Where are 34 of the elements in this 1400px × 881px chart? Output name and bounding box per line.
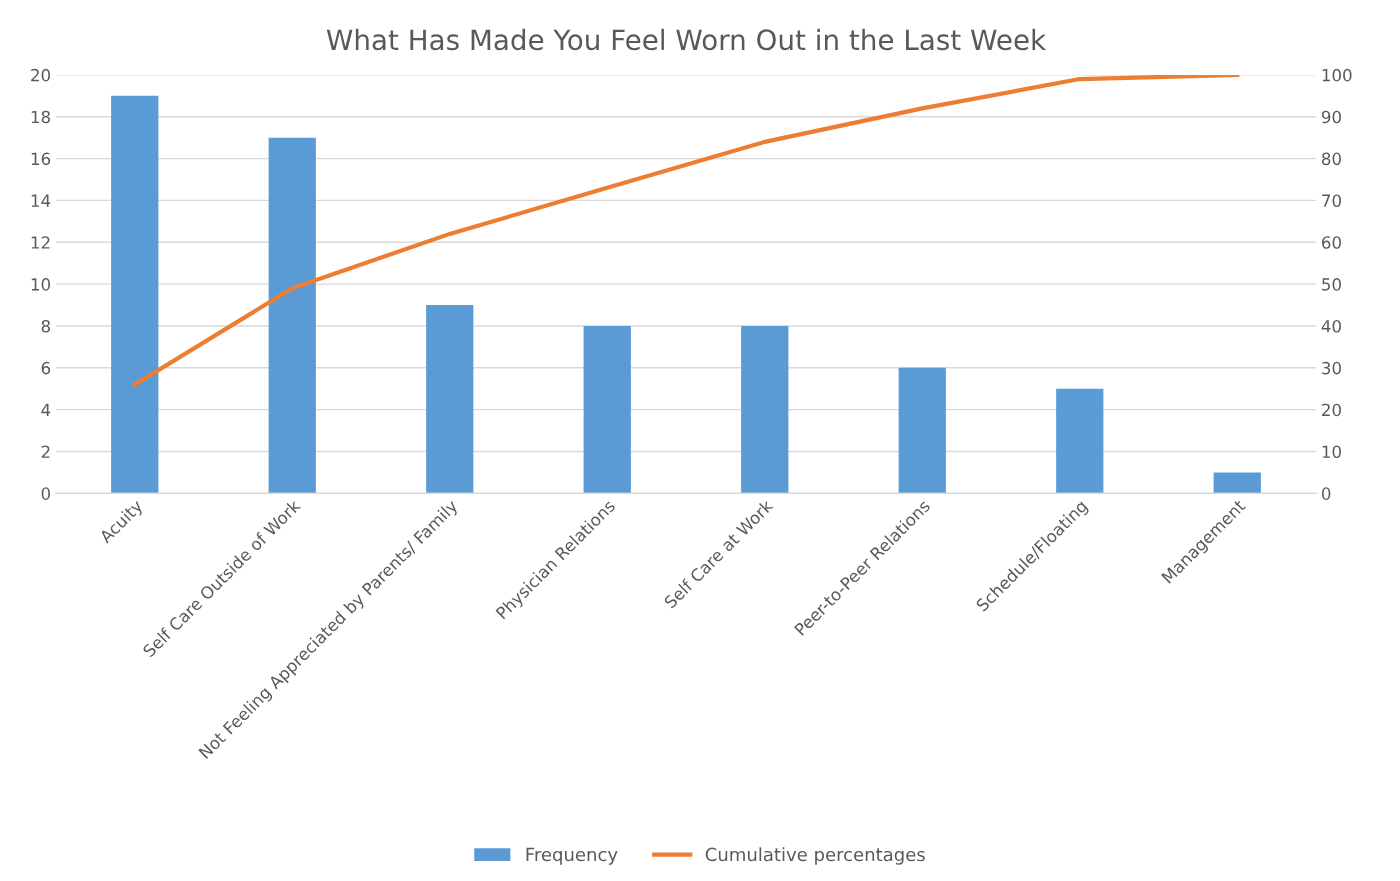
y-tick-label: 14 [31, 194, 51, 207]
bar [1056, 388, 1104, 494]
y-tick-label: 18 [31, 110, 50, 124]
y2-tick-label: 80 [1321, 152, 1341, 166]
y2-tick-label: 20 [1322, 403, 1341, 417]
y-tick-label: 0 [41, 487, 51, 500]
y-tick-label: 12 [31, 236, 50, 249]
bar [583, 325, 631, 494]
legend-label: Frequency [526, 847, 618, 865]
y-tick-label: 2 [41, 445, 50, 458]
y2-tick-label: 100 [1322, 68, 1352, 82]
y2-tick-label: 0 [1321, 487, 1331, 500]
bar [268, 137, 316, 494]
y-tick-label: 20 [31, 68, 51, 82]
y2-tick-label: 90 [1321, 110, 1341, 124]
y2-tick-label: 40 [1321, 319, 1341, 333]
y2-tick-label: 10 [1322, 445, 1341, 459]
legend-label: Cumulative percentages [705, 847, 925, 865]
y-tick-label: 8 [41, 319, 50, 333]
y-tick-label: 16 [31, 152, 51, 166]
y-tick-label: 4 [41, 403, 51, 416]
line-series [132, 74, 1240, 387]
bar [741, 325, 789, 494]
bar [898, 367, 946, 494]
y2-tick-label: 60 [1322, 236, 1341, 249]
bar [426, 305, 474, 494]
bar [1213, 472, 1261, 494]
y2-tick-label: 70 [1322, 194, 1341, 207]
bar [111, 95, 159, 494]
y-tick-label: 6 [41, 361, 51, 375]
chart-title: What Has Made You Feel Worn Out in the Last Week [326, 28, 1047, 51]
y2-tick-label: 30 [1322, 361, 1341, 375]
y-tick-label: 10 [31, 278, 51, 291]
y2-tick-label: 50 [1322, 278, 1341, 291]
